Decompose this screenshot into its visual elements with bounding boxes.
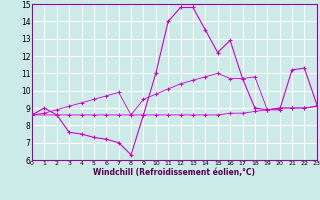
X-axis label: Windchill (Refroidissement éolien,°C): Windchill (Refroidissement éolien,°C) [93, 168, 255, 177]
